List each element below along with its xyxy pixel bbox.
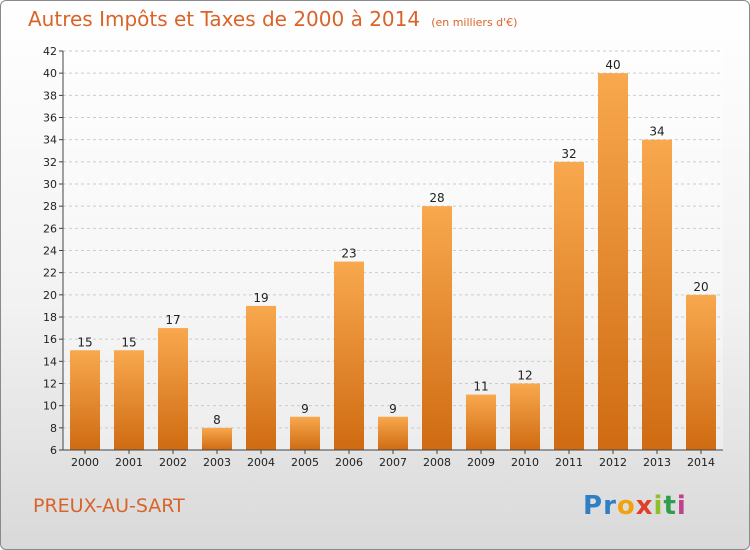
x-tick-label: 2004	[247, 456, 275, 469]
value-label: 20	[693, 280, 708, 294]
bar	[246, 305, 276, 450]
value-label: 8	[213, 413, 221, 427]
x-tick-label: 2008	[423, 456, 451, 469]
y-tick-label: 34	[43, 134, 57, 147]
y-tick-label: 28	[43, 200, 57, 213]
bar	[598, 73, 628, 451]
y-tick-label: 12	[43, 378, 57, 391]
value-label: 34	[649, 125, 664, 139]
logo-letter: r	[603, 491, 617, 521]
value-label: 11	[473, 380, 488, 394]
y-tick-label: 10	[43, 400, 57, 413]
proxiti-logo: Proxiti	[583, 491, 687, 521]
logo-letter: t	[663, 491, 677, 521]
value-label: 9	[389, 402, 397, 416]
bar	[686, 294, 716, 450]
x-tick-label: 2011	[555, 456, 583, 469]
x-tick-label: 2003	[203, 456, 231, 469]
value-label: 32	[561, 147, 576, 161]
value-label: 9	[301, 402, 309, 416]
x-tick-label: 2014	[687, 456, 715, 469]
x-tick-label: 2000	[71, 456, 99, 469]
value-label: 28	[429, 191, 444, 205]
value-labels: 15 15 17 8 19 9 23 9 28 11 12 32 40 34 20	[77, 58, 708, 427]
value-label: 15	[77, 335, 92, 349]
title-row: Autres Impôts et Taxes de 2000 à 2014 (e…	[28, 7, 517, 31]
bar	[158, 328, 188, 450]
bar	[290, 416, 320, 450]
value-label: 23	[341, 247, 356, 261]
logo-letter: o	[616, 491, 636, 521]
y-tick-label: 22	[43, 267, 57, 280]
y-tick-label: 38	[43, 89, 57, 102]
logo-letter: i	[653, 491, 664, 521]
bar	[114, 350, 144, 450]
logo-letter: P	[583, 491, 604, 521]
x-tick-label: 2013	[643, 456, 671, 469]
bar	[554, 161, 584, 451]
x-tick-label: 2010	[511, 456, 539, 469]
bar	[70, 350, 100, 450]
y-tick-label: 36	[43, 112, 57, 125]
commune-name: PREUX-AU-SART	[33, 495, 185, 517]
y-tick-label: 40	[43, 67, 57, 80]
y-tick-label: 8	[50, 422, 57, 435]
logo-letter: x	[635, 491, 654, 521]
x-tick-label: 2007	[379, 456, 407, 469]
value-label: 12	[517, 369, 532, 383]
bar	[422, 206, 452, 450]
y-tick-label: 18	[43, 311, 57, 324]
x-tick-label: 2009	[467, 456, 495, 469]
value-label: 15	[121, 335, 136, 349]
value-label: 19	[253, 291, 268, 305]
y-tick-label: 30	[43, 178, 57, 191]
x-tick-label: 2002	[159, 456, 187, 469]
chart-subtitle: (en milliers d'€)	[431, 16, 518, 29]
y-tick-label: 32	[43, 156, 57, 169]
bar	[510, 383, 540, 450]
bars	[70, 73, 716, 451]
x-tick-label: 2001	[115, 456, 143, 469]
y-tick-label: 24	[43, 245, 57, 258]
y-tick-label: 42	[43, 45, 57, 58]
value-label: 40	[605, 58, 620, 72]
y-tick-label: 20	[43, 289, 57, 302]
y-tick-label: 6	[50, 444, 57, 457]
bar	[334, 261, 364, 450]
chart-title: Autres Impôts et Taxes de 2000 à 2014	[28, 7, 421, 31]
bar	[466, 394, 496, 450]
logo-letter: i	[676, 491, 687, 521]
x-tick-label: 2005	[291, 456, 319, 469]
bar	[378, 416, 408, 450]
bar	[642, 139, 672, 450]
x-axis-ticks: 2000 2001 2002 2003 2004 2005 2006 2007 2008 2009…	[71, 450, 715, 469]
x-tick-label: 2006	[335, 456, 363, 469]
y-tick-label: 26	[43, 222, 57, 235]
bar	[202, 427, 232, 450]
x-tick-label: 2012	[599, 456, 627, 469]
y-axis-ticks: 6 8 10 12 14 16 18 20 22 24 26 28 30 32 34 36 38 40 42	[43, 45, 63, 457]
value-label: 17	[165, 313, 180, 327]
y-tick-label: 14	[43, 355, 57, 368]
y-tick-label: 16	[43, 333, 57, 346]
